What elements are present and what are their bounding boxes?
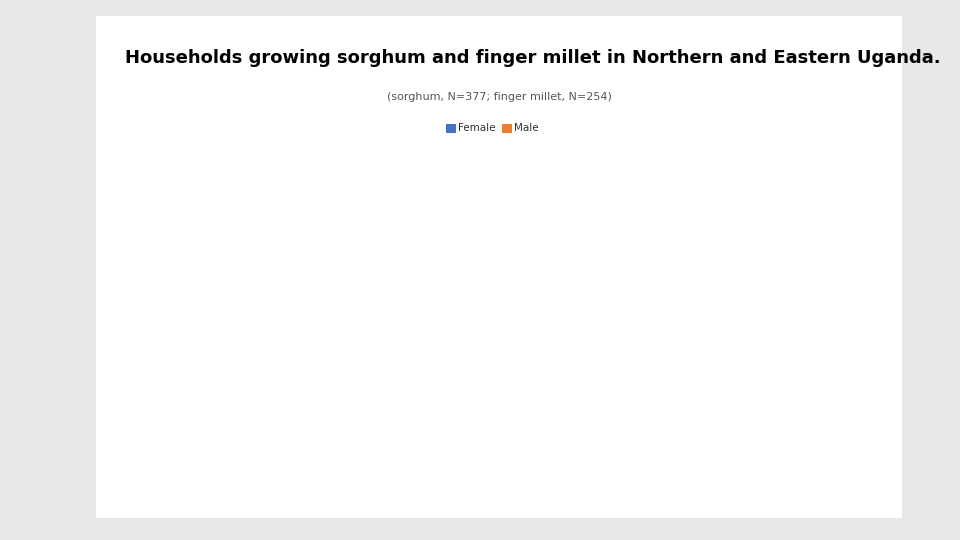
Bar xyxy=(154,225,271,491)
Text: 45.3%: 45.3% xyxy=(791,247,800,276)
Text: 43.6%: 43.6% xyxy=(402,255,411,284)
Text: 54.7%: 54.7% xyxy=(597,203,606,232)
X-axis label: Finger Millet: Finger Millet xyxy=(664,500,732,510)
Text: (sorghum, N=377; finger millet, N=254): (sorghum, N=377; finger millet, N=254) xyxy=(387,92,612,102)
Text: Female: Female xyxy=(458,123,495,133)
Text: Male: Male xyxy=(514,123,539,133)
Bar xyxy=(348,285,465,491)
Bar xyxy=(737,278,854,491)
Text: 56.4%: 56.4% xyxy=(208,195,217,224)
Text: Households growing sorghum and finger millet in Northern and Eastern Uganda.: Households growing sorghum and finger mi… xyxy=(125,49,941,66)
X-axis label: Sorghum: Sorghum xyxy=(284,500,335,510)
Bar xyxy=(543,233,660,491)
